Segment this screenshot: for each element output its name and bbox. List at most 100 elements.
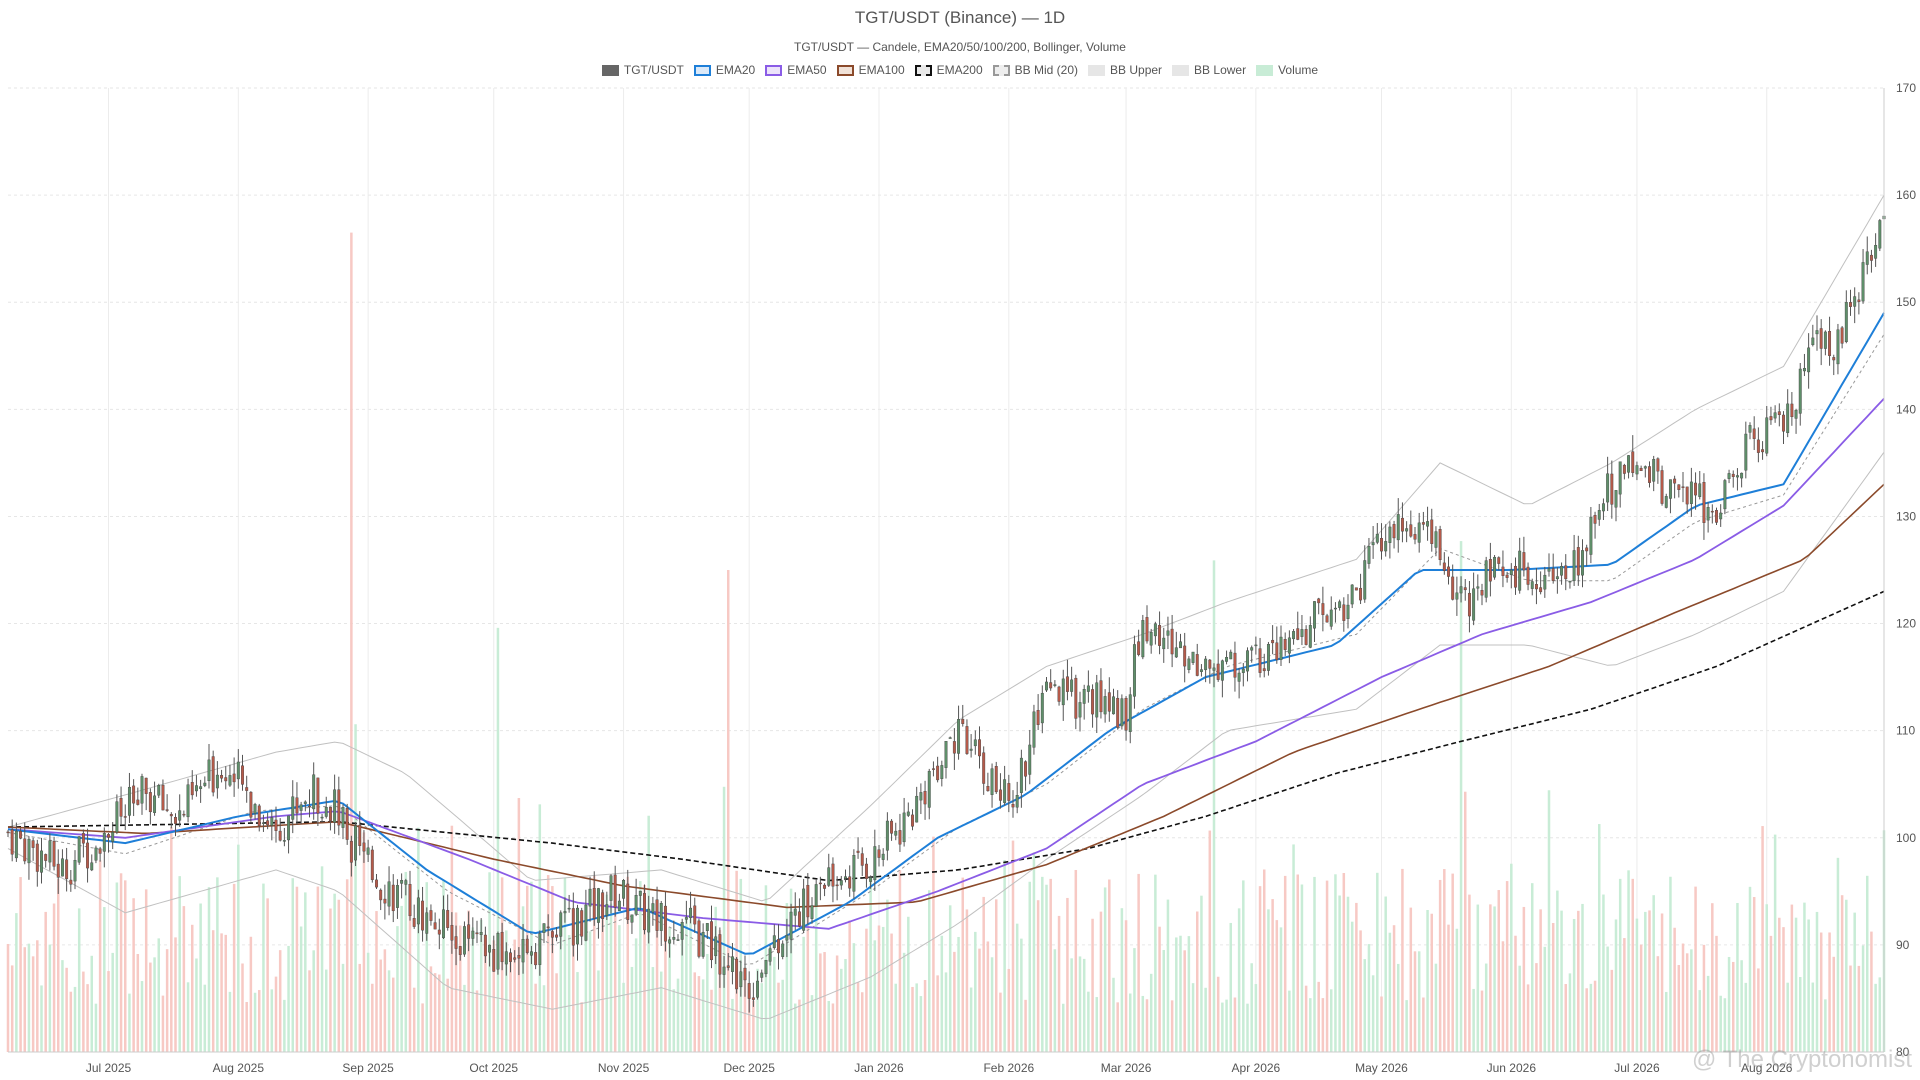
volume-bar — [479, 919, 483, 1052]
candle-body — [814, 884, 818, 907]
candle-body — [1137, 641, 1141, 655]
candle-body — [1526, 566, 1530, 585]
candle-body — [802, 888, 806, 931]
legend-item[interactable]: BB Lower — [1172, 63, 1246, 77]
volume-bar — [1606, 946, 1609, 1052]
candle-body — [911, 814, 914, 827]
volume-bar — [1204, 987, 1207, 1052]
candle-body — [1815, 330, 1819, 335]
volume-bar — [994, 899, 998, 1052]
candle-body — [1627, 455, 1631, 473]
volume-bar — [312, 950, 315, 1052]
candle-body — [1518, 550, 1522, 591]
legend-item[interactable]: BB Upper — [1088, 63, 1162, 77]
legend-item[interactable]: EMA20 — [693, 63, 755, 77]
candle-body — [442, 909, 445, 938]
volume-bar — [429, 966, 433, 1052]
legend-item[interactable]: BB Mid (20) — [992, 63, 1078, 77]
y-tick-label: 170 — [1896, 81, 1916, 95]
volume-bar — [1585, 988, 1588, 1052]
candle-body — [915, 795, 919, 823]
volume-bar — [1288, 990, 1291, 1052]
volume-bar — [881, 926, 885, 1052]
volume-bar — [1350, 921, 1354, 1052]
candle-body — [948, 737, 952, 739]
volume-bar — [848, 920, 851, 1052]
candle-body — [1124, 697, 1128, 731]
candle-body — [923, 791, 927, 805]
candle-body — [257, 805, 261, 827]
volume-bar — [1648, 910, 1651, 1052]
volume-bar — [1237, 908, 1241, 1052]
candle-body — [1417, 522, 1421, 543]
candle-body — [1392, 524, 1396, 539]
candle-body — [630, 914, 634, 923]
candle-body — [454, 936, 458, 949]
volume-bar — [1480, 990, 1484, 1052]
legend-item[interactable]: Volume — [1256, 63, 1318, 77]
volume-bar — [65, 967, 68, 1052]
candle-body — [1597, 510, 1601, 520]
candle-body — [178, 810, 182, 821]
candle-body — [542, 923, 546, 933]
candle-body — [488, 944, 492, 953]
volume-bar — [1020, 938, 1023, 1052]
volume-bar — [1459, 541, 1463, 1052]
candle-body — [1744, 433, 1748, 471]
candle-body — [634, 895, 638, 915]
volume-bar — [1514, 935, 1517, 1052]
volume-bar — [48, 944, 52, 1052]
candle-body — [1610, 473, 1614, 505]
volume-bar — [714, 906, 717, 1052]
candle-body — [1581, 550, 1584, 576]
candle-body — [693, 905, 697, 925]
candle-body — [1011, 804, 1015, 808]
volume-bar — [869, 881, 872, 1052]
candle-body — [1162, 637, 1166, 650]
volume-bar — [1463, 791, 1467, 1052]
candle-body — [1761, 449, 1765, 453]
candle-body — [1333, 607, 1337, 610]
candle-body — [793, 908, 797, 916]
volume-bar — [1824, 999, 1827, 1052]
candle-body — [320, 816, 324, 819]
candle-body — [1036, 710, 1040, 725]
candle-body — [479, 932, 483, 935]
volume-bar — [844, 959, 847, 1052]
candle-body — [1384, 541, 1388, 552]
candle-body — [1865, 251, 1869, 265]
candle-body — [299, 804, 303, 811]
legend-item[interactable]: TGT/USDT — [601, 63, 684, 77]
candle-body — [852, 855, 856, 892]
candle-body — [1488, 559, 1492, 582]
volume-bar — [283, 999, 286, 1052]
volume-bar — [1380, 996, 1383, 1052]
candle-body — [538, 933, 542, 965]
candle-body — [312, 774, 316, 810]
candle-body — [1015, 795, 1019, 808]
volume-bar — [685, 916, 688, 1052]
chart-subtitle: TGT/USDT — Candele, EMA20/50/100/200, Bo… — [794, 40, 1126, 54]
candle-body — [375, 879, 378, 888]
candle-body — [412, 918, 416, 927]
volume-bar — [1530, 883, 1534, 1052]
volume-bar — [1007, 968, 1011, 1052]
legend-item[interactable]: EMA200 — [914, 63, 983, 77]
volume-bar — [1547, 790, 1551, 1052]
volume-bar — [157, 938, 161, 1052]
candle-body — [362, 842, 366, 852]
line-swatch — [836, 64, 854, 76]
legend-item[interactable]: EMA100 — [836, 63, 905, 77]
volume-bar — [726, 570, 730, 1052]
y-tick-label: 140 — [1896, 402, 1916, 416]
volume-bar — [362, 832, 366, 1052]
volume-bar — [1233, 997, 1237, 1052]
candle-body — [337, 789, 341, 826]
volume-bar — [1024, 999, 1027, 1052]
x-tick-label: Jun 2026 — [1487, 1061, 1537, 1075]
volume-bar — [1551, 923, 1555, 1052]
volume-bar — [1623, 938, 1626, 1052]
volume-bar — [1840, 895, 1844, 1052]
candle-body — [1421, 522, 1425, 525]
legend-item[interactable]: EMA50 — [765, 63, 827, 77]
